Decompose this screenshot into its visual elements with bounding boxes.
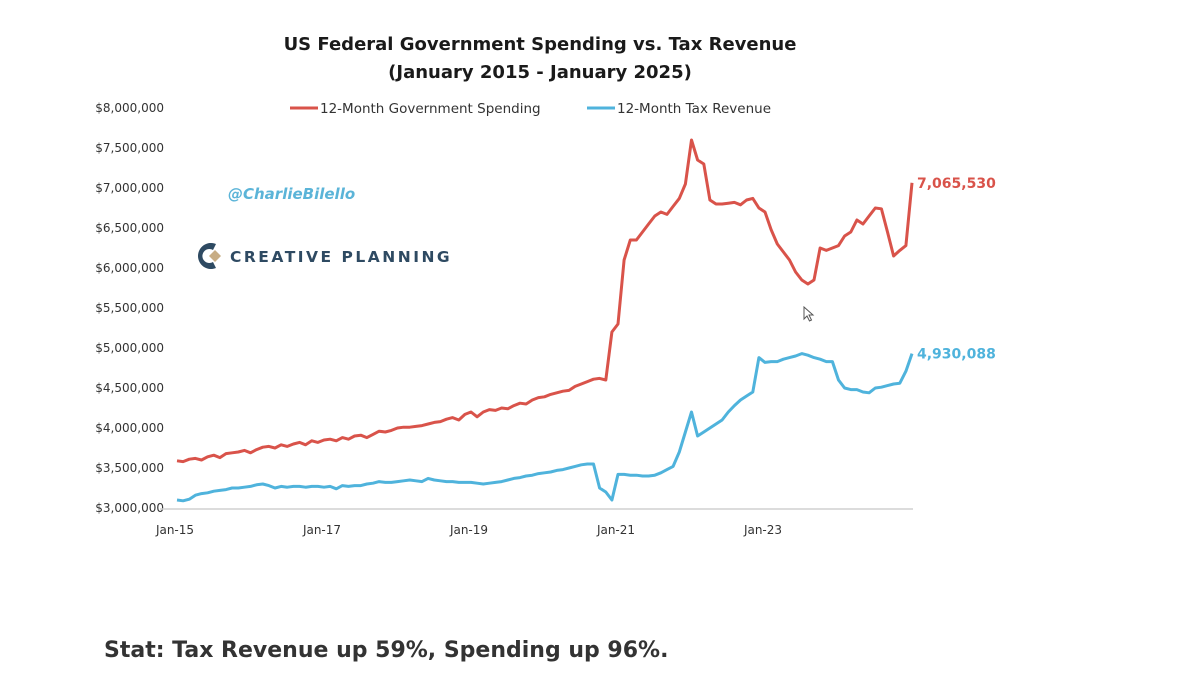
x-tick-label: Jan-21 [596, 523, 635, 537]
y-tick-label: $4,500,000 [95, 381, 164, 395]
y-tick-label: $3,000,000 [95, 501, 164, 515]
series-line-revenue [176, 352, 914, 503]
legend-label-revenue: 12-Month Tax Revenue [617, 101, 771, 117]
series-group: 7,065,530 4,930,088 [176, 138, 996, 503]
y-tick-label: $7,000,000 [95, 181, 164, 195]
x-tick-label: Jan-19 [449, 523, 488, 537]
y-tick-label: $7,500,000 [95, 141, 164, 155]
end-label-revenue: 4,930,088 [917, 347, 996, 363]
y-tick-label: $5,500,000 [95, 301, 164, 315]
end-label-spending: 7,065,530 [917, 176, 996, 192]
chart-title: US Federal Government Spending vs. Tax R… [284, 34, 797, 55]
stat-caption: Stat: Tax Revenue up 59%, Spending up 96… [104, 638, 669, 663]
chart-subtitle: (January 2015 - January 2025) [388, 62, 692, 83]
brand-logo: CREATIVE PLANNING [197, 243, 452, 270]
brand-name: CREATIVE PLANNING [230, 248, 452, 266]
y-tick-label: $8,000,000 [95, 101, 164, 115]
legend: 12-Month Government Spending 12-Month Ta… [290, 101, 771, 117]
x-tick-label: Jan-17 [302, 523, 341, 537]
y-tick-label: $6,500,000 [95, 221, 164, 235]
mouse-cursor-icon [803, 305, 815, 326]
line-chart: US Federal Government Spending vs. Tax R… [95, 34, 996, 537]
legend-label-spending: 12-Month Government Spending [320, 101, 541, 117]
y-tick-label: $6,000,000 [95, 261, 164, 275]
x-axis: Jan-15 Jan-17 Jan-19 Jan-21 Jan-23 [155, 523, 782, 537]
watermark-handle: @CharlieBilello [228, 185, 355, 203]
creative-planning-logo-icon [197, 243, 221, 270]
y-tick-label: $5,000,000 [95, 341, 164, 355]
y-tick-label: $4,000,000 [95, 421, 164, 435]
y-tick-label: $3,500,000 [95, 461, 164, 475]
series-line-spending [176, 138, 914, 464]
x-tick-label: Jan-15 [155, 523, 194, 537]
y-axis: $3,000,000 $3,500,000 $4,000,000 $4,500,000… [95, 101, 164, 515]
x-tick-label: Jan-23 [743, 523, 782, 537]
